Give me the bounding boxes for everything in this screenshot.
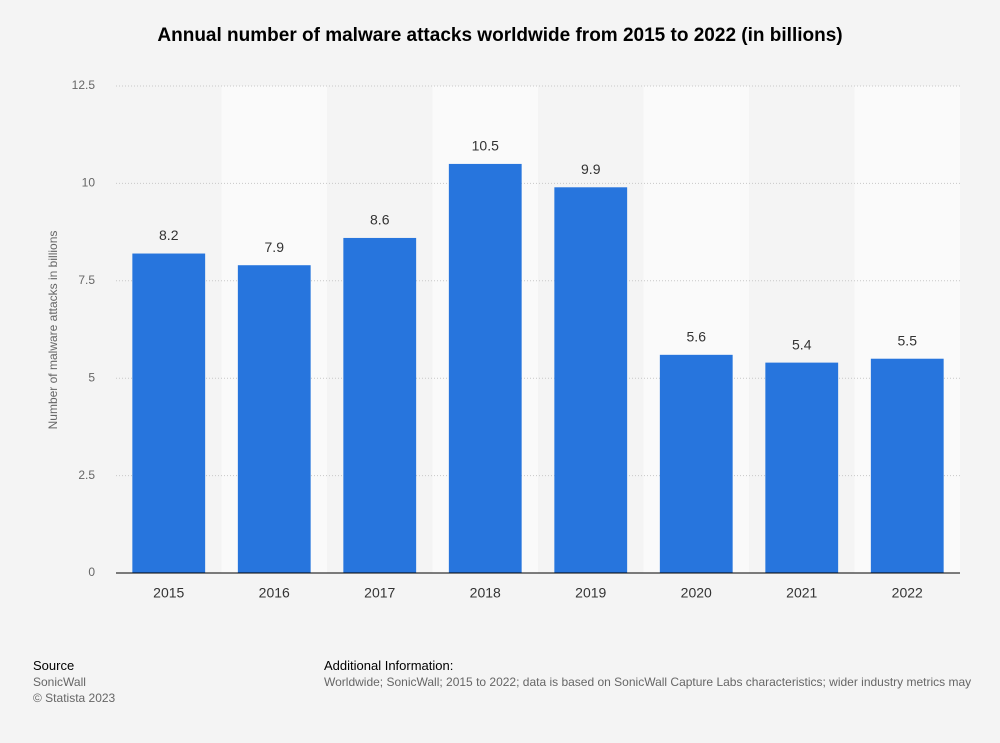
value-label: 5.6 bbox=[687, 329, 707, 345]
value-label: 5.5 bbox=[898, 332, 918, 348]
y-tick-label: 5 bbox=[88, 370, 95, 384]
x-tick-label: 2022 bbox=[892, 585, 923, 601]
x-tick-label: 2017 bbox=[364, 585, 395, 601]
value-label: 9.9 bbox=[581, 161, 601, 177]
chart-title: Annual number of malware attacks worldwi… bbox=[157, 25, 842, 46]
y-tick-label: 12.5 bbox=[72, 78, 96, 92]
info-heading: Additional Information: bbox=[324, 658, 454, 673]
x-tick-label: 2015 bbox=[153, 585, 184, 601]
y-axis-label: Number of malware attacks in billions bbox=[46, 231, 60, 430]
y-tick-label: 0 bbox=[88, 565, 95, 579]
bar bbox=[343, 237, 417, 573]
bar bbox=[237, 265, 311, 573]
y-tick-label: 7.5 bbox=[78, 273, 95, 287]
chart: Annual number of malware attacks worldwi… bbox=[46, 25, 960, 601]
y-tick-label: 10 bbox=[82, 176, 96, 190]
bar bbox=[132, 253, 206, 573]
x-tick-label: 2019 bbox=[575, 585, 606, 601]
value-label: 8.2 bbox=[159, 227, 179, 243]
value-label: 10.5 bbox=[472, 138, 499, 154]
value-label: 7.9 bbox=[265, 239, 285, 255]
source-heading: Source bbox=[33, 658, 75, 673]
x-tick-label: 2020 bbox=[681, 585, 712, 601]
source: SonicWall bbox=[33, 675, 86, 689]
x-tick-label: 2021 bbox=[786, 585, 817, 601]
copyright: © Statista 2023 bbox=[33, 691, 116, 705]
x-tick-label: 2016 bbox=[259, 585, 290, 601]
bar bbox=[554, 187, 628, 573]
x-tick-label: 2018 bbox=[470, 585, 501, 601]
bar bbox=[659, 354, 733, 573]
bar bbox=[448, 163, 522, 574]
value-label: 8.6 bbox=[370, 212, 390, 228]
bar bbox=[870, 358, 944, 573]
info: Worldwide; SonicWall; 2015 to 2022; data… bbox=[324, 675, 972, 689]
y-tick-label: 2.5 bbox=[78, 468, 95, 482]
bar bbox=[765, 362, 839, 573]
value-label: 5.4 bbox=[792, 336, 812, 352]
